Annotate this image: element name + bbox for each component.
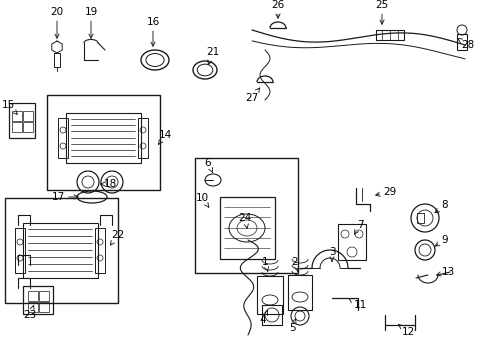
Text: 29: 29: [376, 187, 396, 197]
Text: 13: 13: [437, 267, 455, 277]
Bar: [9, 103, 35, 138]
Text: 9: 9: [435, 235, 448, 246]
Bar: [195, 158, 298, 273]
Text: 4: 4: [260, 311, 268, 325]
Bar: [23, 286, 53, 314]
Bar: [12, 111, 22, 121]
Text: 12: 12: [398, 324, 415, 337]
Text: 27: 27: [245, 88, 260, 103]
Text: 24: 24: [238, 213, 252, 228]
Bar: [338, 224, 366, 260]
Text: 5: 5: [289, 319, 296, 333]
Bar: [23, 111, 33, 121]
Text: 15: 15: [1, 100, 17, 114]
Bar: [95, 228, 105, 273]
Bar: [15, 228, 25, 273]
Bar: [54, 53, 60, 67]
Bar: [47, 95, 160, 190]
Text: 28: 28: [457, 38, 475, 50]
Text: 3: 3: [329, 247, 335, 261]
Text: 11: 11: [349, 298, 367, 310]
Text: 22: 22: [110, 230, 124, 245]
Text: 18: 18: [100, 179, 117, 189]
Bar: [58, 118, 68, 158]
Text: 23: 23: [24, 305, 37, 320]
Text: 26: 26: [271, 0, 285, 18]
Bar: [5, 198, 118, 303]
Bar: [262, 305, 282, 325]
Text: 20: 20: [50, 7, 64, 38]
Bar: [138, 118, 148, 158]
Bar: [220, 197, 275, 259]
Bar: [39, 291, 49, 301]
Text: 25: 25: [375, 0, 389, 24]
Text: 8: 8: [435, 200, 448, 213]
Bar: [417, 213, 424, 223]
Text: 14: 14: [158, 130, 172, 144]
Text: 16: 16: [147, 17, 160, 46]
Bar: [376, 30, 404, 40]
Text: 1: 1: [262, 257, 269, 271]
Text: 2: 2: [292, 257, 298, 271]
Bar: [257, 276, 283, 314]
Text: 6: 6: [205, 158, 213, 172]
Text: 19: 19: [84, 7, 98, 38]
Bar: [23, 122, 33, 132]
Bar: [23, 223, 98, 278]
Bar: [288, 275, 312, 310]
Text: 10: 10: [196, 193, 209, 207]
Text: 17: 17: [51, 192, 78, 202]
Bar: [12, 122, 22, 132]
Bar: [39, 302, 49, 312]
Bar: [66, 113, 141, 163]
Text: 21: 21: [206, 47, 220, 64]
Bar: [457, 34, 467, 50]
Text: 7: 7: [354, 220, 363, 234]
Bar: [28, 302, 38, 312]
Bar: [28, 291, 38, 301]
